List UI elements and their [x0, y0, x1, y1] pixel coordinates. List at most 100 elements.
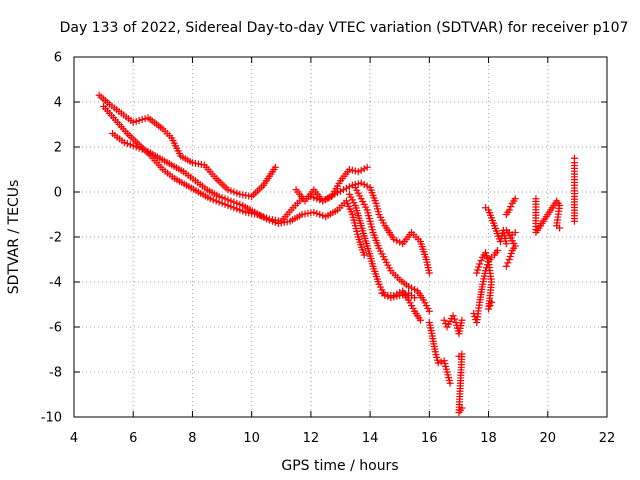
data-point — [505, 256, 513, 263]
data-point — [393, 292, 401, 300]
data-point — [129, 142, 137, 150]
data-point — [502, 262, 510, 270]
data-point — [271, 218, 279, 226]
data-point — [416, 316, 424, 324]
data-point — [363, 182, 371, 190]
data-point — [138, 145, 146, 153]
data-point — [230, 188, 238, 196]
data-point — [425, 269, 433, 277]
data-point — [360, 181, 368, 188]
data-point — [132, 117, 140, 125]
data-point — [405, 283, 413, 290]
y-tick-label: -6 — [49, 321, 62, 336]
data-point — [493, 247, 501, 254]
data-point — [390, 293, 398, 301]
data-point — [556, 224, 564, 232]
data-point — [120, 139, 128, 146]
data-point — [351, 167, 359, 175]
data-point — [408, 284, 416, 292]
y-tick-label: 2 — [54, 141, 62, 156]
data-point — [307, 193, 315, 200]
data-point — [476, 260, 484, 268]
data-point — [507, 203, 515, 211]
plot-frame — [73, 56, 608, 418]
data-point — [337, 187, 344, 195]
x-axis-label: GPS time / hours — [281, 458, 398, 474]
data-point — [402, 290, 410, 298]
y-axis-label: SDTVAR / TECUs — [6, 180, 22, 295]
data-point — [257, 212, 265, 220]
data-point — [268, 217, 276, 225]
data-point — [485, 305, 493, 313]
data-point — [488, 298, 496, 306]
data-point — [449, 312, 457, 320]
x-tick-label: 18 — [480, 431, 497, 446]
data-point — [381, 291, 389, 299]
data-point — [483, 252, 491, 260]
x-tick-label: 4 — [70, 431, 78, 446]
x-tick-label: 20 — [540, 431, 557, 446]
data-point — [206, 195, 214, 203]
data-point — [390, 235, 398, 243]
data-point — [233, 199, 241, 207]
data-point — [354, 168, 362, 176]
data-point — [345, 166, 353, 173]
data-point — [233, 189, 241, 197]
data-point — [570, 217, 578, 225]
data-point — [271, 163, 279, 171]
data-point — [313, 195, 321, 203]
data-point — [482, 249, 490, 257]
data-point — [138, 116, 146, 124]
data-point — [437, 358, 445, 366]
data-point — [411, 294, 419, 302]
y-tick-label: -10 — [41, 411, 62, 426]
data-point — [399, 291, 407, 299]
x-tick-label: 16 — [421, 431, 438, 446]
data-point — [434, 359, 442, 367]
data-point — [502, 240, 510, 248]
data-point — [132, 143, 140, 151]
data-point — [506, 253, 514, 260]
data-point — [310, 194, 318, 202]
data-point — [473, 269, 481, 277]
data-point — [451, 315, 459, 323]
x-tick-label: 6 — [129, 431, 137, 446]
data-point — [212, 197, 220, 205]
x-tick-label: 14 — [362, 431, 379, 446]
data-point — [354, 180, 362, 188]
data-point — [511, 229, 519, 236]
data-point — [236, 200, 244, 208]
data-point — [475, 263, 483, 271]
grid-layer — [74, 57, 607, 417]
data-point — [123, 140, 131, 148]
data-point — [396, 238, 404, 246]
x-tick-label: 22 — [599, 431, 616, 446]
data-point — [262, 215, 270, 223]
data-point — [126, 141, 134, 149]
data-point — [378, 289, 386, 297]
data-point — [411, 286, 419, 293]
data-point — [141, 115, 149, 123]
data-point — [339, 186, 347, 194]
data-point — [215, 193, 223, 200]
x-tick-label: 8 — [188, 431, 196, 446]
data-point — [360, 165, 368, 173]
data-point — [230, 198, 238, 206]
data-point — [224, 196, 232, 204]
data-point — [511, 195, 519, 203]
data-point — [135, 116, 143, 124]
y-tick-label: -2 — [49, 231, 62, 246]
data-point — [474, 266, 482, 274]
data-point — [507, 250, 515, 257]
data-point — [331, 190, 339, 198]
data-point — [357, 166, 365, 174]
data-point — [221, 195, 229, 203]
y-tick-label: 0 — [54, 186, 62, 201]
data-point — [310, 208, 318, 216]
data-point — [384, 292, 392, 300]
data-point — [227, 187, 235, 195]
data-point — [393, 237, 401, 245]
data-point — [505, 206, 513, 214]
